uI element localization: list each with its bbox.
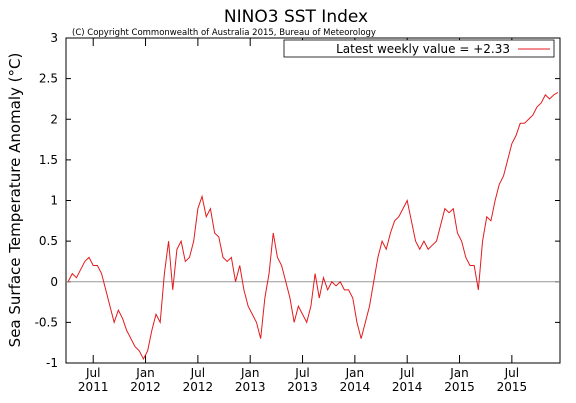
y-tick-label: -1 [46, 356, 58, 370]
y-tick-label: 3 [50, 31, 58, 45]
y-axis-label: Sea Surface Temperature Anomaly (°C) [6, 53, 24, 348]
x-tick-label: Jul 2011 [77, 366, 109, 394]
legend-box [283, 39, 555, 58]
y-tick-label: 1.5 [39, 153, 58, 167]
plot-frame [65, 37, 561, 364]
x-tick-label: Jan 2012 [130, 366, 161, 394]
x-tick-label: Jul 2015 [496, 366, 528, 394]
chart-title: NINO3 SST Index [224, 7, 368, 27]
y-tick-label: -0.5 [35, 315, 58, 329]
y-tick-label: 0.5 [39, 234, 58, 248]
data-line [67, 92, 559, 361]
x-tick-label: Jul 2013 [287, 366, 318, 394]
x-tick-label: Jan 2014 [339, 366, 371, 394]
x-tick-label: Jan 2015 [444, 366, 475, 394]
y-tick-label: 0 [50, 275, 58, 289]
y-tick-label: 1 [50, 194, 58, 208]
x-tick-label: Jul 2012 [182, 366, 214, 394]
legend-label: Latest weekly value = +2.33 [336, 42, 510, 56]
subtitle: (C) Copyright Commonwealth of Australia … [72, 28, 376, 38]
x-tick-label: Jan 2013 [234, 366, 266, 394]
x-tick-label: Jul 2014 [391, 366, 423, 394]
y-tick-label: 2 [50, 112, 58, 126]
y-tick-label: 2.5 [39, 72, 58, 86]
